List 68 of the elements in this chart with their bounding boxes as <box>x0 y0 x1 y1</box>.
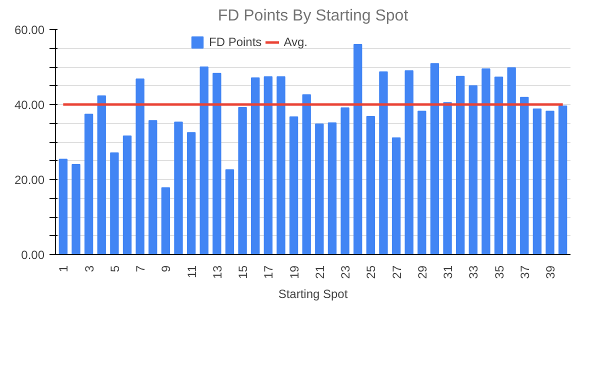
bar <box>161 187 170 254</box>
bar <box>494 76 504 254</box>
x-tick-label: 37 <box>518 265 532 279</box>
x-tick-label: 5 <box>108 265 122 272</box>
legend-label: FD Points <box>209 35 262 49</box>
x-tick-label: 3 <box>82 265 96 272</box>
bar <box>340 107 350 254</box>
bar <box>72 164 80 254</box>
bar <box>238 107 247 254</box>
bar <box>366 116 375 254</box>
bar <box>289 116 298 254</box>
bar <box>302 94 311 254</box>
x-tick-label: 9 <box>159 265 174 272</box>
bar <box>456 76 465 254</box>
bar <box>212 72 222 254</box>
bar <box>225 169 234 254</box>
bar <box>58 158 68 254</box>
bar <box>276 76 286 254</box>
x-tick-label: 15 <box>236 265 250 279</box>
bar <box>251 77 260 254</box>
bar <box>264 76 273 254</box>
bar <box>379 71 388 254</box>
bar <box>558 106 568 254</box>
x-tick-label: 13 <box>210 265 224 279</box>
bar <box>84 114 94 254</box>
x-tick-label: 17 <box>262 265 276 279</box>
bar <box>136 78 144 254</box>
bar <box>520 96 529 254</box>
x-tick-label: 33 <box>466 265 481 279</box>
chart-title: FD Points By Starting Spot <box>218 8 409 24</box>
y-tick-label: 0.00 <box>21 248 45 262</box>
y-tick-label: 40.00 <box>14 98 45 112</box>
bar <box>532 108 542 254</box>
x-tick-label: 27 <box>390 265 404 279</box>
bar <box>430 63 440 254</box>
legend-label: Avg. <box>284 35 308 49</box>
x-tick-label: 25 <box>364 265 378 279</box>
bar <box>404 70 414 254</box>
x-tick-label: 31 <box>441 265 456 279</box>
bar <box>97 95 106 254</box>
bar <box>315 124 324 254</box>
y-tick-label: 60.00 <box>14 23 45 37</box>
x-tick-label: 21 <box>312 265 327 279</box>
bar <box>392 137 401 254</box>
x-tick-label: 35 <box>492 265 506 279</box>
x-tick-label: 23 <box>338 265 353 279</box>
bar <box>468 85 478 254</box>
bar <box>110 152 119 254</box>
x-axis-title: Starting Spot <box>278 286 348 301</box>
bar <box>174 122 183 254</box>
bar <box>200 66 208 254</box>
bar <box>353 44 362 254</box>
bar <box>482 68 490 254</box>
bar <box>328 122 337 254</box>
bar <box>507 67 516 254</box>
bar <box>186 132 196 254</box>
bar <box>546 110 554 254</box>
y-tick-label: 20.00 <box>14 173 45 187</box>
x-tick-label: 7 <box>134 265 148 272</box>
x-tick-label: 11 <box>184 265 199 278</box>
bar <box>148 120 158 254</box>
x-tick-label: 29 <box>415 265 430 279</box>
x-tick-label: 1 <box>56 265 71 272</box>
bar <box>418 110 426 254</box>
bar <box>443 102 452 254</box>
x-tick-label: 39 <box>544 265 558 279</box>
bar <box>122 136 132 254</box>
x-tick-label: 19 <box>287 265 302 279</box>
